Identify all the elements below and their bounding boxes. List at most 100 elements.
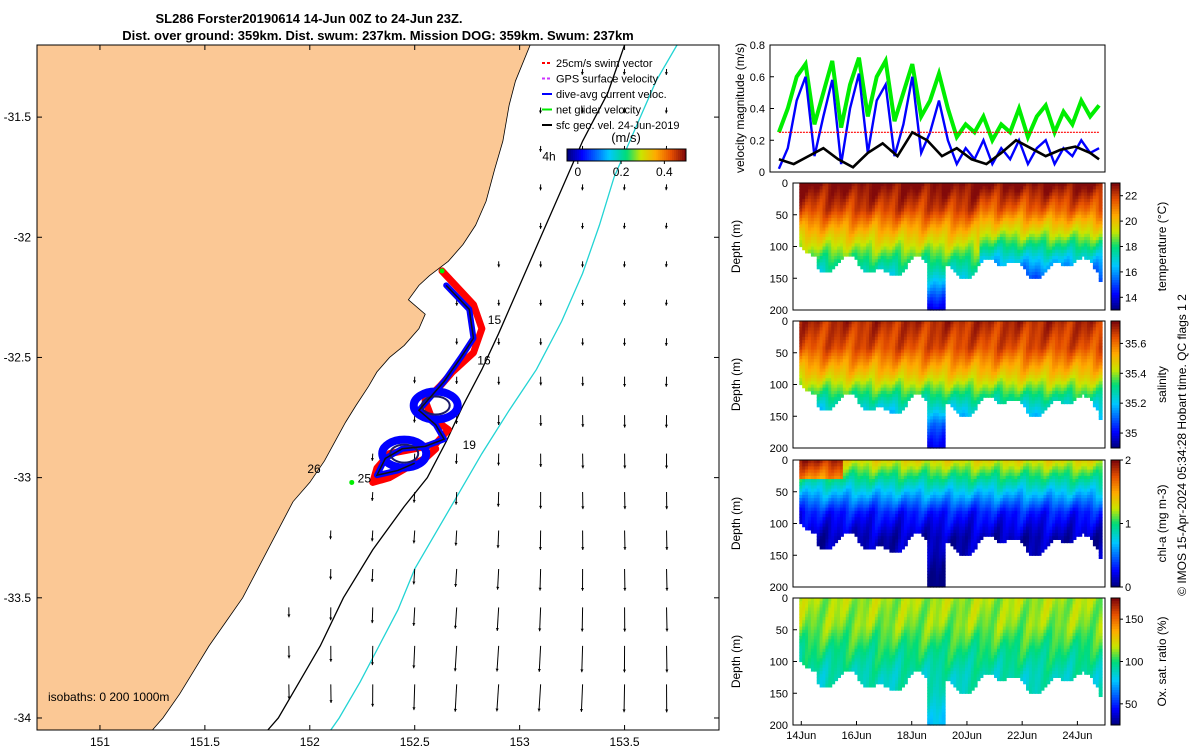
section-cell <box>950 186 955 190</box>
section-cell <box>906 240 911 244</box>
section-cell <box>799 336 804 341</box>
section-cell <box>898 230 903 235</box>
section-cell <box>930 230 935 235</box>
section-cell <box>874 198 879 203</box>
section-cell <box>892 227 897 232</box>
section-cell <box>959 214 964 219</box>
section-cell <box>1005 221 1010 225</box>
section-cell <box>816 324 821 328</box>
section-cell <box>837 202 841 206</box>
section-cell <box>837 233 841 238</box>
section-cell <box>938 300 943 305</box>
section-cell <box>985 227 990 232</box>
section-cell <box>999 252 1004 257</box>
section-cell <box>901 224 905 229</box>
section-cell <box>1028 275 1033 279</box>
section-cell <box>1066 198 1071 203</box>
section-cell <box>921 205 926 209</box>
section-cell <box>956 230 961 235</box>
section-cell <box>895 262 900 267</box>
section-cell <box>857 183 862 187</box>
section-cell <box>988 233 993 238</box>
section-cell <box>1078 240 1083 244</box>
section-cell <box>988 243 993 248</box>
section-cell <box>822 214 827 219</box>
section-cell <box>799 374 804 379</box>
section-cell <box>869 208 873 213</box>
section-cell <box>1095 224 1100 229</box>
section-cell <box>1084 195 1089 200</box>
section-cell <box>903 403 908 408</box>
section-cell <box>1098 214 1103 219</box>
section-cell <box>901 240 905 244</box>
section-cell <box>933 205 937 209</box>
section-cell <box>869 186 873 190</box>
section-cell <box>979 259 984 263</box>
section-cell <box>906 198 911 203</box>
section-cell <box>909 252 914 257</box>
section-cell <box>1008 256 1013 260</box>
section-cell <box>1089 240 1094 244</box>
section-cell <box>1037 186 1042 190</box>
section-cell <box>1014 189 1019 194</box>
section-cell <box>1011 211 1016 216</box>
section-cell <box>991 224 996 229</box>
section-cell <box>991 236 996 241</box>
section-cell <box>1002 183 1007 187</box>
section-cell <box>956 208 961 213</box>
section-cell <box>874 243 879 248</box>
section-cell <box>869 198 873 203</box>
section-cell <box>857 256 862 260</box>
section-cell <box>1075 202 1080 206</box>
section-cell <box>988 189 993 194</box>
section-cell <box>874 214 879 219</box>
section-cell <box>883 262 888 267</box>
section-cell <box>842 233 847 238</box>
section-cell <box>982 243 987 248</box>
section-cell <box>874 252 879 257</box>
section-cell <box>883 221 888 225</box>
section-cell <box>964 205 969 209</box>
section-cell <box>1002 249 1007 254</box>
section-cell <box>860 252 865 257</box>
section-cell <box>1026 186 1030 190</box>
colorbar-tick-label: 0 <box>574 165 581 179</box>
section-cell <box>863 230 868 235</box>
section-cell <box>1005 198 1010 203</box>
section-cell <box>935 233 940 238</box>
section-cell <box>1026 202 1030 206</box>
section-cell <box>799 381 804 386</box>
section-cell <box>819 227 824 232</box>
section-cell <box>877 249 882 254</box>
section-cell <box>819 268 824 273</box>
section-cell <box>1081 192 1086 197</box>
section-cell <box>1078 224 1083 229</box>
section-cell <box>1063 230 1068 235</box>
section-cell <box>1008 208 1013 213</box>
section-cell <box>1063 208 1068 213</box>
section-cell <box>860 211 865 216</box>
section-cell <box>869 183 873 187</box>
section-cell <box>822 227 827 232</box>
section-cell <box>1072 256 1077 260</box>
section-cell <box>962 214 966 219</box>
section-cell <box>799 365 804 370</box>
section-cell <box>1046 221 1051 225</box>
section-cell <box>1026 233 1030 238</box>
section-cell <box>944 262 949 267</box>
section-cell <box>1028 240 1033 244</box>
section-cell <box>1040 240 1045 244</box>
section-cell <box>921 214 926 219</box>
section-cell <box>933 221 937 225</box>
section-cell <box>1014 224 1019 229</box>
colorbar-cell <box>634 149 637 161</box>
section-cell <box>938 208 943 213</box>
section-cell <box>854 230 859 235</box>
section-cell <box>941 243 946 248</box>
section-cell <box>1014 230 1019 235</box>
section-cell <box>1002 192 1007 197</box>
section-cell <box>831 217 836 222</box>
section-cell <box>819 186 824 190</box>
section-cell <box>927 290 932 295</box>
section-cell <box>1066 233 1071 238</box>
